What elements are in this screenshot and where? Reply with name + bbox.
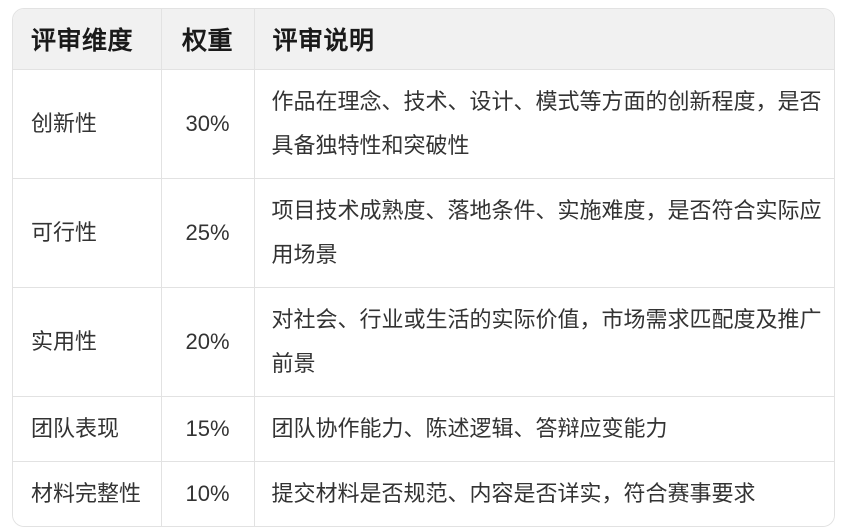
- column-header-weight: 权重: [160, 9, 254, 69]
- table-row: 实用性 20% 对社会、行业或生活的实际价值，市场需求匹配度及推广前景: [13, 286, 834, 396]
- description-cell: 作品在理念、技术、设计、模式等方面的创新程度，是否具备独特性和突破性: [253, 68, 834, 178]
- description-cell: 提交材料是否规范、内容是否详实，符合赛事要求: [253, 460, 834, 526]
- dimension-cell: 实用性: [13, 286, 161, 396]
- criteria-table-body: 创新性 30% 作品在理念、技术、设计、模式等方面的创新程度，是否具备独特性和突…: [13, 68, 834, 526]
- table-row: 可行性 25% 项目技术成熟度、落地条件、实施难度，是否符合实际应用场景: [13, 177, 834, 287]
- criteria-table: 评审维度 权重 评审说明 创新性 30% 作品在理念、技术、设计、模式等方面的创…: [13, 9, 834, 526]
- weight-cell: 20%: [160, 286, 254, 396]
- column-header-dimension: 评审维度: [13, 9, 161, 69]
- table-header-row: 评审维度 权重 评审说明: [13, 9, 834, 69]
- description-cell: 项目技术成熟度、落地条件、实施难度，是否符合实际应用场景: [253, 177, 834, 287]
- evaluation-criteria-table: 评审维度 权重 评审说明 创新性 30% 作品在理念、技术、设计、模式等方面的创…: [12, 8, 835, 527]
- dimension-cell: 可行性: [13, 177, 161, 287]
- dimension-cell: 创新性: [13, 68, 161, 178]
- weight-cell: 15%: [160, 395, 254, 461]
- dimension-cell: 团队表现: [13, 395, 161, 461]
- weight-cell: 10%: [160, 460, 254, 526]
- weight-cell: 25%: [160, 177, 254, 287]
- dimension-cell: 材料完整性: [13, 460, 161, 526]
- table-row: 材料完整性 10% 提交材料是否规范、内容是否详实，符合赛事要求: [13, 460, 834, 526]
- table-row: 团队表现 15% 团队协作能力、陈述逻辑、答辩应变能力: [13, 395, 834, 461]
- weight-cell: 30%: [160, 68, 254, 178]
- description-cell: 团队协作能力、陈述逻辑、答辩应变能力: [253, 395, 834, 461]
- description-cell: 对社会、行业或生活的实际价值，市场需求匹配度及推广前景: [253, 286, 834, 396]
- table-row: 创新性 30% 作品在理念、技术、设计、模式等方面的创新程度，是否具备独特性和突…: [13, 68, 834, 178]
- column-header-description: 评审说明: [253, 9, 834, 69]
